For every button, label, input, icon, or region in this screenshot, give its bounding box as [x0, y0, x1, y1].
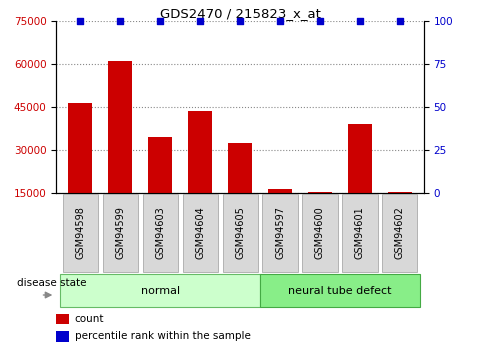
Point — [156, 18, 164, 23]
FancyBboxPatch shape — [260, 274, 420, 307]
Text: GSM94605: GSM94605 — [235, 206, 245, 259]
FancyBboxPatch shape — [343, 194, 377, 272]
Bar — [56, 314, 69, 324]
FancyBboxPatch shape — [183, 194, 218, 272]
Title: GDS2470 / 215823_x_at: GDS2470 / 215823_x_at — [160, 7, 320, 20]
Text: percentile rank within the sample: percentile rank within the sample — [74, 332, 250, 341]
FancyBboxPatch shape — [222, 194, 258, 272]
Bar — [268, 189, 292, 236]
Bar — [228, 143, 252, 236]
Text: disease state: disease state — [17, 278, 86, 288]
Bar — [348, 124, 372, 236]
Point — [196, 18, 204, 23]
Text: GSM94601: GSM94601 — [355, 207, 365, 259]
FancyBboxPatch shape — [143, 194, 178, 272]
Bar — [188, 111, 212, 236]
FancyBboxPatch shape — [60, 274, 260, 307]
Text: normal: normal — [141, 286, 180, 296]
Point — [396, 18, 404, 23]
Text: GSM94597: GSM94597 — [275, 206, 285, 259]
Text: GSM94602: GSM94602 — [395, 206, 405, 259]
Bar — [56, 331, 69, 342]
Point — [236, 18, 244, 23]
Text: GSM94604: GSM94604 — [195, 207, 205, 259]
Point — [356, 18, 364, 23]
Point — [276, 18, 284, 23]
FancyBboxPatch shape — [63, 194, 98, 272]
Point — [316, 18, 324, 23]
Bar — [68, 103, 92, 236]
Bar — [148, 137, 172, 236]
Bar — [308, 192, 332, 236]
Bar — [108, 61, 132, 236]
FancyBboxPatch shape — [263, 194, 297, 272]
Text: GSM94599: GSM94599 — [115, 206, 125, 259]
FancyBboxPatch shape — [302, 194, 338, 272]
Point — [116, 18, 124, 23]
Text: GSM94598: GSM94598 — [75, 206, 85, 259]
FancyBboxPatch shape — [382, 194, 417, 272]
Text: GSM94603: GSM94603 — [155, 207, 165, 259]
FancyBboxPatch shape — [103, 194, 138, 272]
Bar — [388, 192, 412, 236]
Text: count: count — [74, 314, 104, 324]
Text: GSM94600: GSM94600 — [315, 207, 325, 259]
Text: neural tube defect: neural tube defect — [288, 286, 392, 296]
Point — [76, 18, 84, 23]
